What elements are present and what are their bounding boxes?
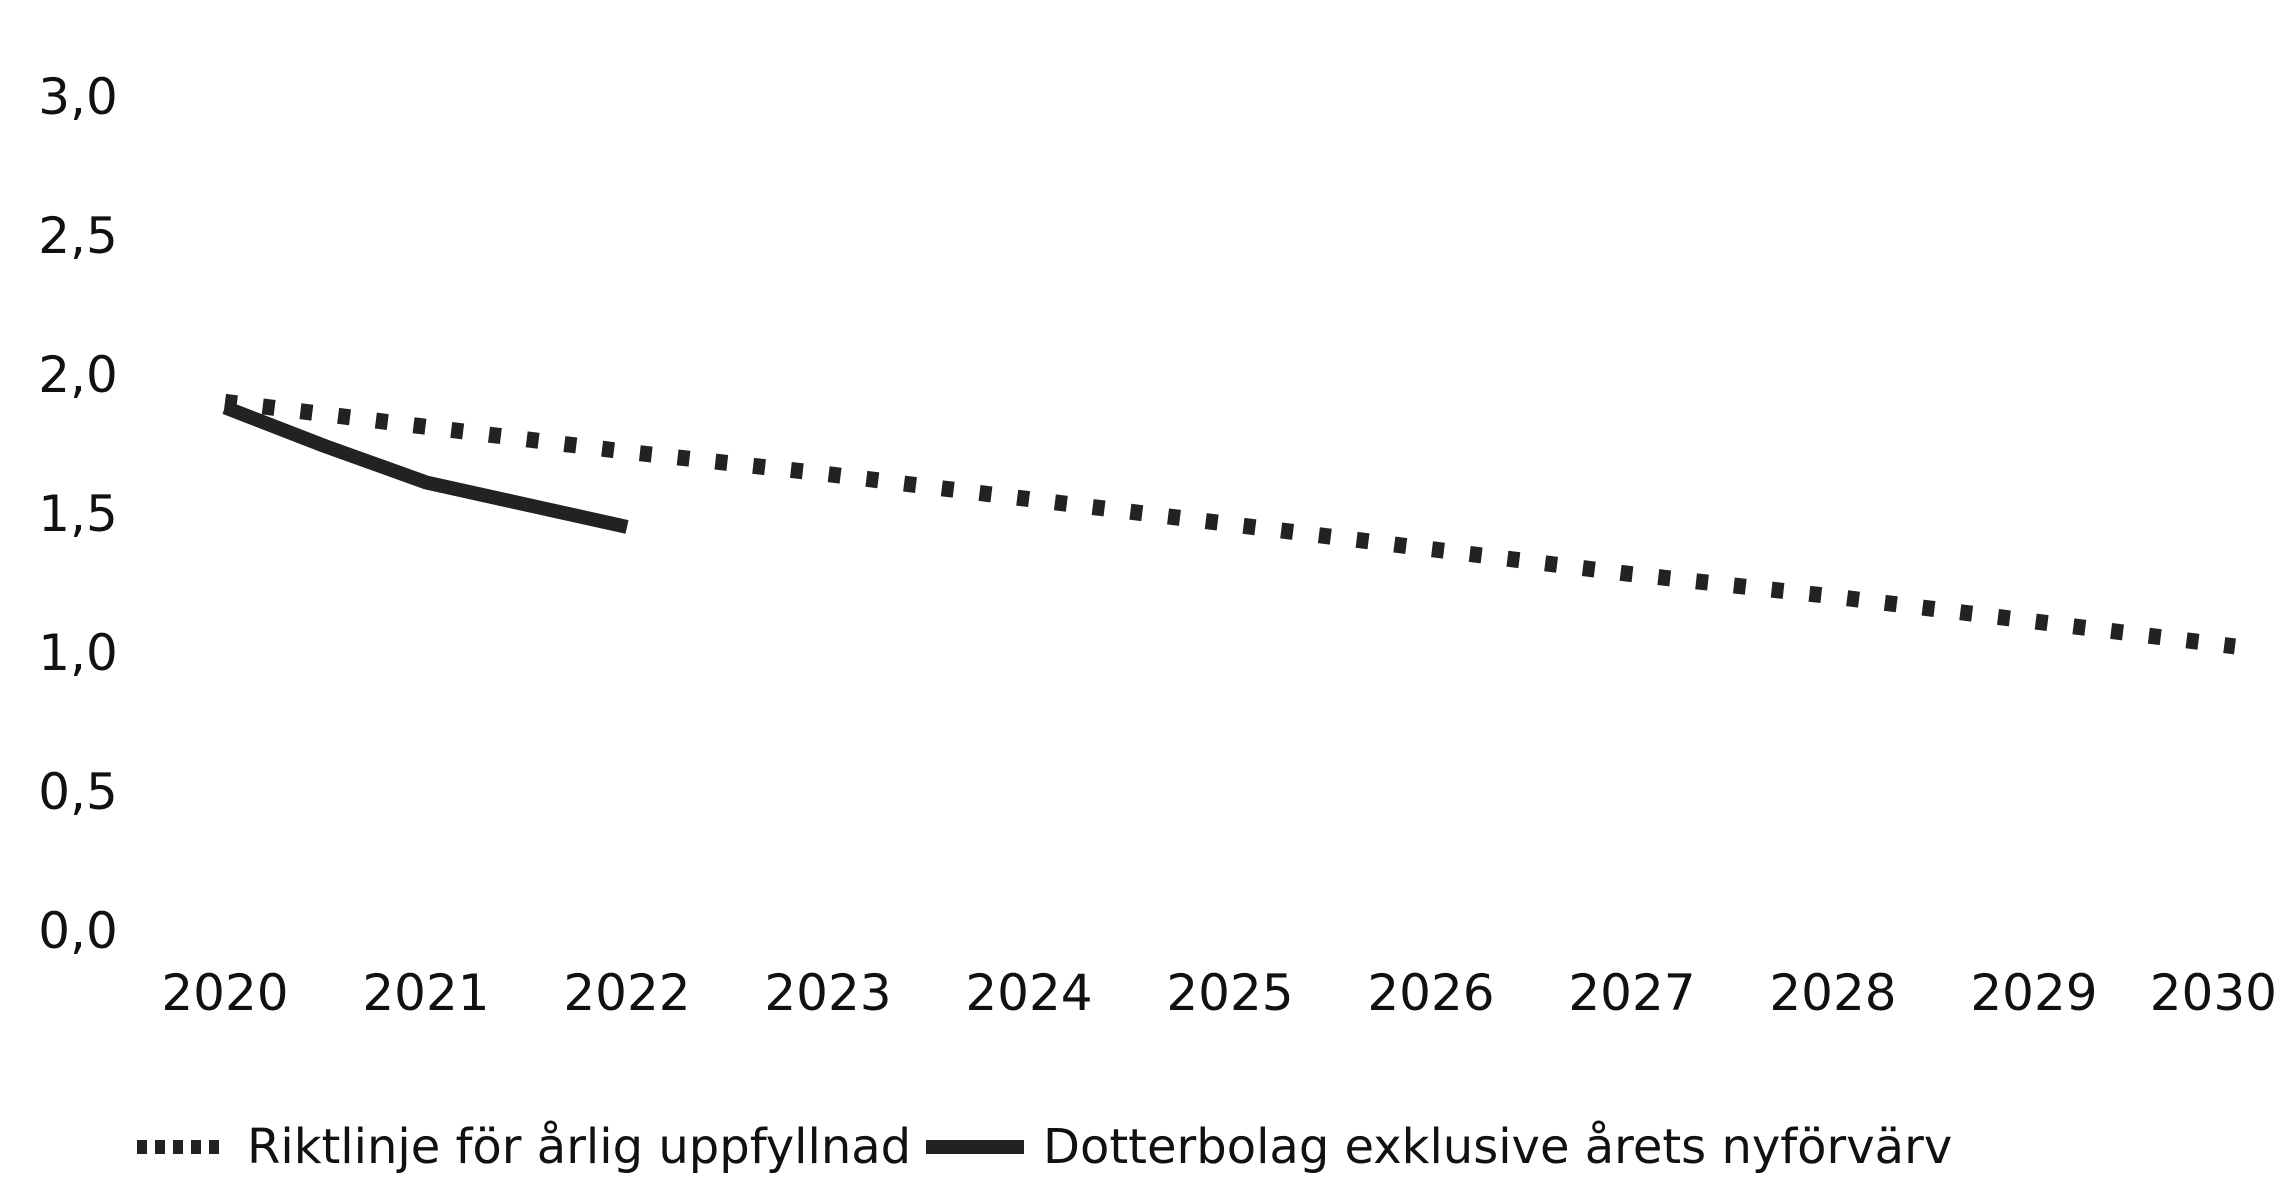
- series-line-dotterbolag: [222, 400, 629, 534]
- legend-label-dotterbolag: Dotterbolag exklusive årets nyförvärv: [1043, 1119, 1952, 1175]
- legend-label-riktlinje: Riktlinje för årlig uppfyllnad: [247, 1119, 911, 1175]
- y-axis: 0,0 0,5 1,0 1,5 2,0 2,5 3,0: [38, 68, 118, 960]
- legend: Riktlinje för årlig uppfyllnad Dotterbol…: [137, 1119, 1952, 1175]
- x-tick-label: 2029: [1970, 964, 2097, 1022]
- x-tick-label: 2023: [764, 964, 891, 1022]
- x-tick-label: 2024: [965, 964, 1092, 1022]
- y-tick-label: 1,5: [38, 485, 118, 543]
- x-tick-label: 2022: [563, 964, 690, 1022]
- series-line-riktlinje: [224, 393, 2236, 655]
- plot-area: [222, 393, 2236, 655]
- y-tick-label: 0,5: [38, 763, 118, 821]
- x-tick-label: 2025: [1166, 964, 1293, 1022]
- y-tick-label: 2,0: [38, 346, 118, 404]
- x-tick-label: 2027: [1568, 964, 1695, 1022]
- x-tick-label: 2030: [2150, 964, 2277, 1022]
- y-tick-label: 1,0: [38, 624, 118, 682]
- x-tick-label: 2026: [1367, 964, 1494, 1022]
- y-tick-label: 3,0: [38, 68, 118, 126]
- x-tick-label: 2028: [1769, 964, 1896, 1022]
- x-tick-label: 2020: [161, 964, 288, 1022]
- y-tick-label: 2,5: [38, 207, 118, 265]
- y-tick-label: 0,0: [38, 902, 118, 960]
- x-axis: 2020 2021 2022 2023 2024 2025 2026 2027 2028 2029…: [161, 964, 2277, 1022]
- x-tick-label: 2021: [362, 964, 489, 1022]
